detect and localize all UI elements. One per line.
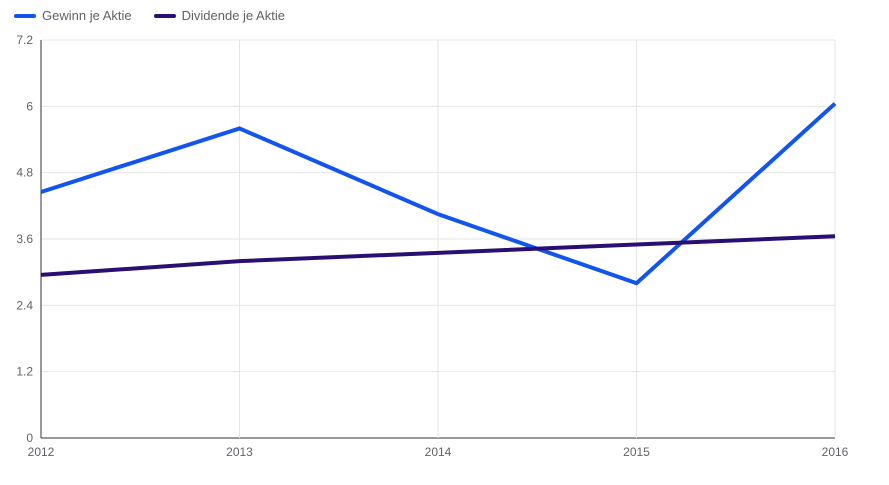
legend-label-gewinn: Gewinn je Aktie (42, 8, 132, 23)
series-line-dividende (40, 234, 836, 277)
legend-item-dividende[interactable]: Dividende je Aktie (153, 8, 285, 23)
y-tick-label: 7.2 (16, 33, 33, 47)
y-tick-label: 2.4 (16, 298, 33, 312)
y-tick-label: 3.6 (16, 232, 33, 246)
series-line-gewinn (40, 102, 837, 286)
legend-swatch-dividende (153, 13, 176, 18)
legend-swatch-gewinn (14, 13, 36, 18)
y-tick-label: 1.2 (16, 365, 33, 379)
x-tick-label: 2013 (226, 445, 253, 459)
x-tick-label: 2016 (822, 445, 849, 459)
y-tick-label: 4.8 (16, 166, 33, 180)
legend-item-gewinn[interactable]: Gewinn je Aktie (14, 8, 132, 23)
y-tick-label: 6 (26, 99, 33, 113)
x-tick-label: 2012 (28, 445, 55, 459)
legend-label-dividende: Dividende je Aktie (181, 8, 285, 23)
chart-legend: Gewinn je Aktie Dividende je Aktie (14, 8, 285, 23)
x-tick-label: 2015 (623, 445, 650, 459)
y-tick-label: 0 (26, 431, 33, 445)
x-tick-label: 2014 (425, 445, 452, 459)
